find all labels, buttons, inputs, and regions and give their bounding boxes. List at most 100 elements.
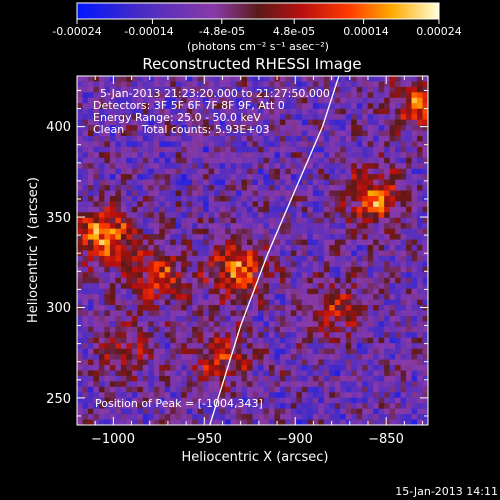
heatmap-cell bbox=[384, 408, 391, 415]
heatmap-cell bbox=[406, 337, 413, 344]
heatmap-cell bbox=[351, 277, 358, 284]
heatmap-cell bbox=[153, 201, 160, 208]
heatmap-cell bbox=[131, 381, 138, 388]
heatmap-cell bbox=[389, 370, 396, 377]
heatmap-cell bbox=[417, 381, 424, 388]
heatmap-cell bbox=[301, 108, 308, 115]
heatmap-cell bbox=[170, 294, 177, 301]
heatmap-cell bbox=[367, 212, 374, 219]
heatmap-cell bbox=[301, 130, 308, 137]
heatmap-cell bbox=[181, 206, 188, 213]
heatmap-cell bbox=[93, 277, 100, 284]
heatmap-cell bbox=[389, 250, 396, 257]
heatmap-cell bbox=[93, 414, 100, 421]
heatmap-cell bbox=[252, 381, 259, 388]
heatmap-cell bbox=[208, 146, 215, 153]
heatmap-cell bbox=[274, 174, 281, 181]
annotation-detectors: Detectors: 3F 5F 6F 7F 8F 9F, Att 0 bbox=[93, 99, 285, 112]
heatmap-cell bbox=[230, 337, 237, 344]
heatmap-cell bbox=[77, 119, 84, 126]
heatmap-cell bbox=[334, 212, 341, 219]
heatmap-cell bbox=[82, 288, 89, 295]
heatmap-cell bbox=[422, 294, 428, 301]
heatmap-cell bbox=[367, 108, 374, 115]
heatmap-cell bbox=[318, 135, 325, 143]
heatmap-cell bbox=[87, 397, 95, 404]
heatmap-cell bbox=[197, 76, 204, 83]
heatmap-cell bbox=[263, 343, 270, 350]
heatmap-cell bbox=[268, 408, 276, 415]
heatmap-cell bbox=[411, 348, 418, 355]
heatmap-cell bbox=[334, 223, 341, 230]
heatmap-cell bbox=[263, 86, 270, 93]
heatmap-cell bbox=[351, 130, 358, 137]
heatmap-cell bbox=[323, 414, 330, 421]
heatmap-cell bbox=[170, 315, 177, 322]
x-tick-label: −1000 bbox=[91, 432, 135, 447]
heatmap-cell bbox=[87, 146, 95, 153]
heatmap-cell bbox=[274, 266, 281, 273]
heatmap-cell bbox=[356, 245, 363, 252]
heatmap-cell bbox=[82, 228, 89, 235]
heatmap-cell bbox=[378, 108, 385, 115]
heatmap-cell bbox=[225, 403, 232, 410]
heatmap-cell bbox=[411, 179, 418, 186]
heatmap-cell bbox=[214, 332, 221, 339]
heatmap-cell bbox=[367, 277, 374, 284]
heatmap-cell bbox=[82, 130, 89, 137]
heatmap-cell bbox=[411, 97, 418, 104]
heatmap-cell bbox=[323, 332, 330, 339]
heatmap-cell bbox=[411, 163, 418, 170]
heatmap-cell bbox=[378, 81, 385, 88]
heatmap-cell bbox=[236, 332, 243, 339]
heatmap-cell bbox=[153, 359, 160, 366]
heatmap-cell bbox=[263, 408, 270, 415]
heatmap-cell bbox=[318, 152, 325, 159]
heatmap-cell bbox=[340, 195, 347, 203]
heatmap-cell bbox=[225, 375, 232, 382]
heatmap-cell bbox=[334, 245, 341, 252]
heatmap-cell bbox=[378, 250, 385, 257]
heatmap-cell bbox=[230, 326, 237, 333]
heatmap-cell bbox=[208, 266, 215, 273]
heatmap-cell bbox=[137, 403, 144, 410]
heatmap-cell bbox=[230, 125, 237, 132]
heatmap-cell bbox=[159, 163, 166, 170]
heatmap-cell bbox=[175, 239, 182, 246]
heatmap-cell bbox=[120, 414, 127, 421]
heatmap-cell bbox=[422, 277, 428, 284]
heatmap-cell bbox=[82, 195, 89, 203]
heatmap-cell bbox=[422, 212, 428, 219]
heatmap-cell bbox=[268, 81, 276, 88]
heatmap-cell bbox=[164, 217, 171, 224]
heatmap-cell bbox=[93, 195, 100, 203]
heatmap-cell bbox=[225, 354, 232, 361]
heatmap-cell bbox=[279, 348, 286, 355]
heatmap-cell bbox=[181, 217, 188, 224]
heatmap-cell bbox=[389, 125, 396, 132]
x-tick-label: −900 bbox=[277, 432, 313, 447]
heatmap-cell bbox=[378, 152, 385, 159]
heatmap-cell bbox=[98, 195, 106, 203]
heatmap-cell bbox=[148, 403, 155, 410]
heatmap-cell bbox=[367, 337, 374, 344]
heatmap-cell bbox=[186, 277, 193, 284]
heatmap-cell bbox=[318, 185, 325, 192]
heatmap-cell bbox=[197, 359, 204, 366]
heatmap-cell bbox=[82, 283, 89, 290]
heatmap-cell bbox=[247, 179, 254, 186]
heatmap-cell bbox=[186, 179, 193, 186]
heatmap-cell bbox=[373, 217, 380, 224]
heatmap-cell bbox=[214, 125, 221, 132]
heatmap-cell bbox=[263, 119, 270, 126]
heatmap-cell bbox=[395, 392, 402, 399]
heatmap-cell bbox=[142, 179, 149, 186]
heatmap-cell bbox=[87, 359, 95, 366]
heatmap-cell bbox=[290, 294, 297, 301]
heatmap-cell bbox=[395, 92, 402, 99]
heatmap-cell bbox=[104, 392, 111, 399]
heatmap-cell bbox=[268, 114, 276, 121]
heatmap-cell bbox=[296, 119, 303, 126]
heatmap-cell bbox=[225, 201, 232, 208]
heatmap-cell bbox=[362, 250, 369, 257]
